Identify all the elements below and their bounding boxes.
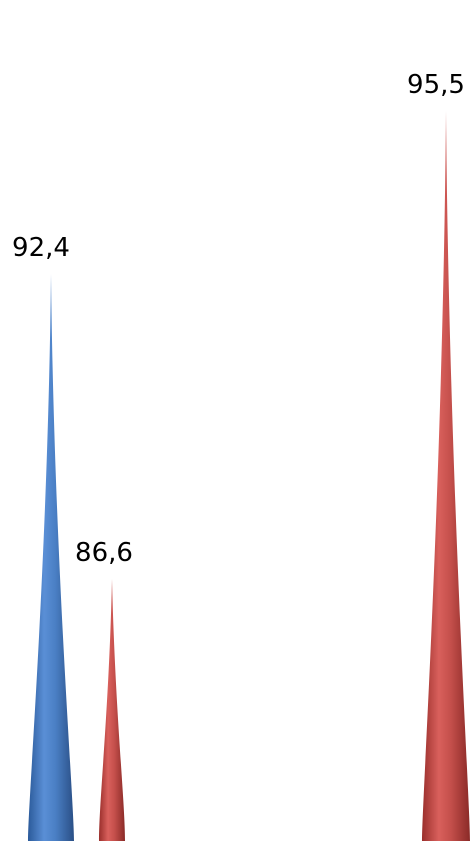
- data-label-1: 92,4: [12, 233, 70, 263]
- cone-2: [99, 579, 125, 841]
- cone-3: [422, 110, 470, 841]
- cone-1: [28, 273, 74, 841]
- data-label-3: 95,5: [407, 70, 465, 100]
- data-label-2: 86,6: [75, 538, 133, 568]
